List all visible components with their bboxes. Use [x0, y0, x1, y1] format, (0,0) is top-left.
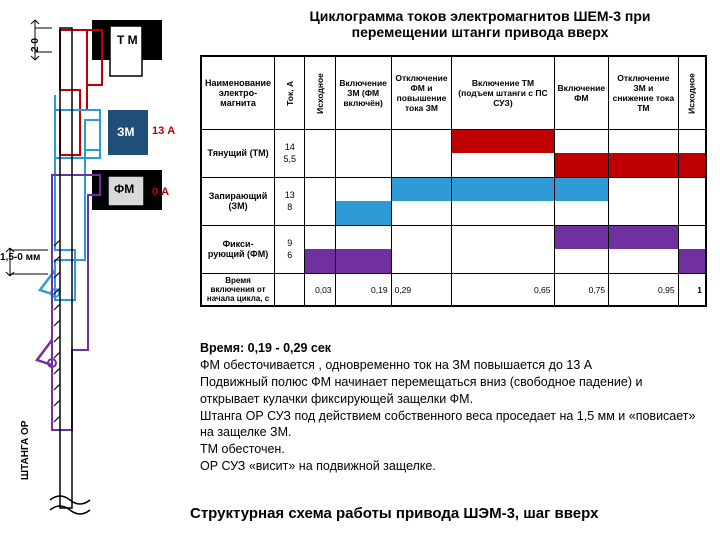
desc-l2: ФМ обесточивается , одновременно ток на … — [200, 357, 700, 374]
tm-name: Тянущий (ТМ) — [202, 129, 275, 177]
time-axis-row: Время включения от начала цикла, с 0,03 … — [202, 274, 706, 306]
tm-v2: 5,5 — [278, 153, 301, 166]
t8: 1 — [678, 274, 705, 306]
t7: 0,95 — [609, 274, 678, 306]
desc-l4: Штанга ОР СУЗ под действием собственного… — [200, 408, 700, 442]
h-c4: Включение ТМ (подъем штанги с ПС СУЗ) — [452, 57, 554, 130]
row-tm: Тянущий (ТМ) 145,5 — [202, 129, 706, 177]
shaft-label: ШТАНГА ОР — [20, 421, 31, 480]
zm-v1: 13 — [278, 189, 301, 202]
zm-v2: 8 — [278, 201, 301, 214]
h-c1: Исходное — [305, 57, 335, 130]
fm-v2: 6 — [278, 249, 301, 262]
time-header: Время включения от начала цикла, с — [202, 274, 275, 306]
h-tok: Ток, А — [275, 57, 305, 130]
zm-current: 13 А — [152, 125, 175, 137]
zm-name: Запирающий (ЗМ) — [202, 177, 275, 225]
h-c7: Исходное — [678, 57, 705, 130]
row-zm: Запирающий (ЗМ) 138 — [202, 177, 706, 225]
desc-l5: ТМ обесточен. — [200, 441, 700, 458]
t0: 0,03 — [305, 274, 335, 306]
fm-v1: 9 — [278, 237, 301, 250]
t2: 0,29 — [391, 274, 452, 306]
fm-name: Фикси-рующий (ФМ) — [202, 225, 275, 273]
desc-l1: Время: 0,19 - 0,29 сек — [200, 341, 331, 355]
footer-title: Структурная схема работы привода ШЭМ-3, … — [190, 505, 598, 522]
header-row: Наименование электро-магнита Ток, А Исхо… — [202, 57, 706, 130]
dim-top: 2 0 — [30, 38, 41, 52]
row-fm: Фикси-рующий (ФМ) 96 — [202, 225, 706, 273]
zm-label: ЗМ — [117, 125, 135, 139]
desc-l3: Подвижный полюс ФМ начинает перемещаться… — [200, 374, 700, 408]
h-c2: Включение ЗМ (ФМ включён) — [335, 57, 391, 130]
tm-label: Т М — [117, 33, 138, 47]
h-c5: Включение ФМ — [554, 57, 609, 130]
t5: 0,75 — [554, 274, 609, 306]
desc-l6: ОР СУЗ «висит» на подвижной защелке. — [200, 458, 700, 475]
h-c6: Отключение ЗМ и снижение тока ТМ — [609, 57, 678, 130]
h-name: Наименование электро-магнита — [202, 57, 275, 130]
dim-gap: 1,5-0 мм — [0, 252, 40, 263]
tm-v1: 14 — [278, 141, 301, 154]
cyclogram-chart: Наименование электро-магнита Ток, А Исхо… — [200, 55, 707, 307]
fm-current: 0 А — [152, 186, 169, 198]
chart-title: Циклограмма токов электромагнитов ШЕМ-3 … — [260, 8, 700, 40]
description-block: Время: 0,19 - 0,29 сек ФМ обесточивается… — [200, 340, 700, 475]
t4: 0,65 — [452, 274, 554, 306]
t1: 0,19 — [335, 274, 391, 306]
h-c3: Отключение ФМ и повышение тока ЗМ — [391, 57, 452, 130]
fm-label: ФМ — [114, 182, 134, 196]
